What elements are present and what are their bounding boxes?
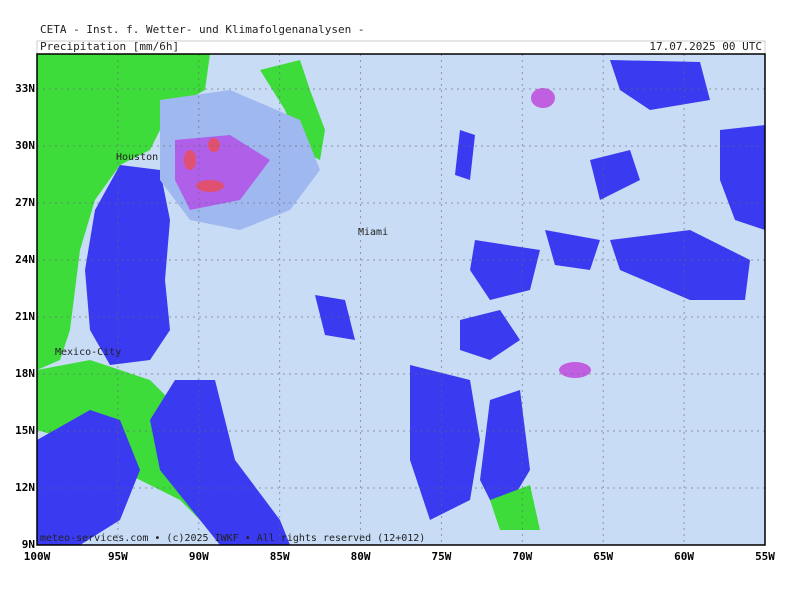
latitude-label: 33N [15,82,35,95]
source-title: CETA - Inst. f. Wetter- und Klimafolgena… [40,23,365,36]
strong-rain-area [175,135,270,210]
latitude-label: 21N [15,310,35,323]
heavy-rain-area [720,125,765,230]
heavy-rain-area [315,295,355,340]
longitude-label: 65W [593,550,613,563]
heavy-rain-area [455,130,475,180]
latitude-label: 12N [15,481,35,494]
longitude-label: 70W [512,550,532,563]
city-label: Mexico-City [55,347,121,358]
precipitation-field [37,54,765,545]
longitude-label: 90W [189,550,209,563]
heavy-rain-area [590,150,640,200]
peak-rain-area [208,138,220,152]
longitude-label: 80W [351,550,371,563]
heavy-rain-area [470,240,540,300]
latitude-label: 24N [15,253,35,266]
latitude-label: 27N [15,196,35,209]
land-rain-free [37,54,210,370]
heavy-rain-area [460,310,520,360]
latitude-label: 18N [15,367,35,380]
peak-rain-area [196,180,224,192]
city-label: Miami [358,227,388,238]
longitude-label: 60W [674,550,694,563]
map-date: 17.07.2025 00 UTC [649,40,762,53]
longitude-label: 95W [108,550,128,563]
heavy-rain-area [610,60,710,110]
heavy-rain-area [545,230,600,270]
strong-rain-area [559,362,591,378]
strong-rain-area [531,88,555,108]
longitude-label: 75W [432,550,452,563]
heavy-rain-area [85,165,170,365]
land-rain-free [490,485,540,530]
latitude-label: 9N [22,538,35,551]
heavy-rain-area [410,365,480,520]
longitude-label: 85W [270,550,290,563]
longitude-label: 100W [24,550,51,563]
city-label: Houston [116,152,158,163]
heavy-rain-area [37,410,140,545]
heavy-rain-area [610,230,750,300]
land-rain-free [260,60,325,160]
map-frame [36,53,766,546]
longitude-label: 55W [755,550,775,563]
heavy-rain-area [150,380,290,545]
map-title: Precipitation [mm/6h] [40,40,179,53]
peak-rain-area [184,150,196,170]
latitude-label: 30N [15,139,35,152]
latitude-label: 15N [15,424,35,437]
footer-credit: meteo-services.com • (c)2025 IWKF • All … [40,533,425,544]
